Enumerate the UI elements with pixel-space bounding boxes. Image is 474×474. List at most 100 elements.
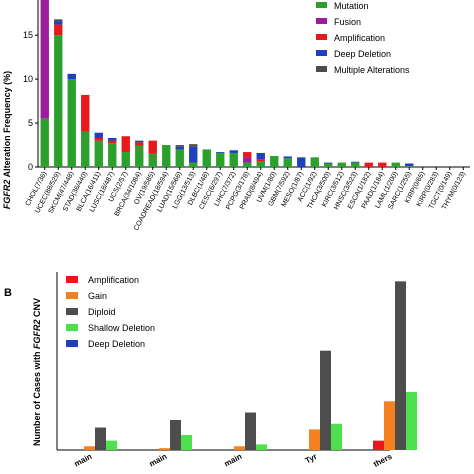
chart-a-y-axis-label: FGFR2 Alteration Frequency (%)	[2, 71, 12, 209]
chart-a-bar-segment	[297, 157, 306, 167]
chart-a-bar-segment	[405, 166, 414, 167]
chart-a-bar-segment	[202, 149, 211, 167]
chart-b-legend-label: Shallow Deletion	[88, 323, 155, 333]
chart-a-bar-segment	[175, 145, 184, 147]
chart-a-legend: Mutation Fusion Amplification Deep Deletion…	[316, 1, 410, 75]
chart-a-legend-label: Amplification	[334, 33, 385, 43]
chart-a-legend-swatch	[316, 50, 327, 56]
chart-b-legend: Amplification Gain Diploid Shallow Deletion…	[66, 275, 155, 349]
chart-b-bar	[106, 440, 117, 450]
chart-b-legend-swatch	[66, 292, 78, 299]
chart-a-bar-segment	[243, 157, 252, 163]
chart-a-bar-segment	[81, 94, 90, 132]
chart-a-bar-segment	[148, 140, 157, 154]
chart-a-bar-segment	[121, 152, 130, 167]
chart-b-y-axis-label-prefix: Number of Cases with	[32, 349, 42, 446]
chart-b-bar	[245, 412, 256, 450]
chart-b-y-axis-label-suffix: CNV	[32, 298, 42, 320]
chart-b-x-tick-label: thers	[372, 452, 394, 469]
chart-b-bar	[256, 444, 267, 450]
chart-b-legend-swatch	[66, 324, 78, 331]
chart-a-bar-segment	[216, 152, 225, 167]
chart-b-bar	[181, 435, 192, 450]
chart-b-bar	[234, 446, 245, 450]
chart-a-bar-segment	[94, 132, 103, 138]
panel-b-letter: B	[4, 287, 12, 299]
chart-b-x-tick-label: main	[223, 452, 244, 469]
chart-a-bar-segment	[351, 161, 360, 163]
chart-a-bar-segment	[54, 24, 63, 36]
chart-a-bar-segment	[175, 146, 184, 150]
chart-b-x-tick-labels: main main main Tyr thers	[73, 452, 394, 469]
chart-a-bar-segment	[40, 118, 49, 167]
chart-a-bar-segment	[94, 140, 103, 167]
chart-a-bars	[40, 0, 414, 167]
chart-a-bar-segment	[364, 162, 373, 167]
chart-b-legend-swatch	[66, 340, 78, 347]
chart-a-legend-swatch	[316, 66, 327, 72]
chart-b-bar	[373, 440, 384, 450]
chart-a-bar-segment	[256, 152, 265, 160]
chart-a-bar-segment	[337, 162, 346, 167]
chart-a-x-tick-labels: CHOL(7/36)UCEC(88/529)SKCM(47/448)STAD(3…	[25, 167, 467, 232]
chart-a-bar-segment	[135, 140, 144, 142]
chart-b-legend-swatch	[66, 276, 78, 283]
chart-a-bar-segment	[189, 144, 198, 147]
chart-a-bar-segment	[324, 163, 333, 167]
chart-a-bar-segment	[94, 137, 103, 141]
chart-a-legend-label: Multiple Alterations	[334, 65, 410, 75]
chart-a-bar-segment	[54, 21, 63, 25]
chart-a-bar-segment	[378, 162, 387, 167]
chart-a-bar-segment	[405, 163, 414, 167]
chart-a-y-tick-label: 10	[23, 74, 33, 84]
alteration-frequency-chart: 0 5 10 15 CHOL(7/36)UCEC(88/529)SKCM(47/448…	[2, 0, 470, 232]
cnv-cases-chart: B main main main Tyr thers Number of Cases w…	[4, 272, 417, 469]
chart-b-bar	[170, 420, 181, 450]
chart-a-bar-segment	[135, 141, 144, 143]
chart-b-legend-label: Deep Deletion	[88, 339, 145, 349]
chart-b-legend-label: Amplification	[88, 275, 139, 285]
chart-a-bar-segment	[324, 162, 333, 164]
chart-a-bar-segment	[351, 162, 360, 167]
chart-a-y-axis-label-rest: Alteration Frequency (%)	[2, 71, 12, 180]
chart-a-y-ticks: 0 5 10 15	[23, 30, 38, 172]
chart-b-bar	[395, 281, 406, 450]
chart-a-bar-segment	[175, 149, 184, 167]
chart-a-bar-segment	[135, 142, 144, 146]
chart-a-bar-segment	[81, 131, 90, 167]
chart-a-y-tick-label: 0	[28, 162, 33, 172]
chart-a-bar-segment	[54, 35, 63, 167]
chart-b-bar	[309, 429, 320, 450]
chart-a-bar-segment	[135, 145, 144, 167]
chart-b-bar	[331, 423, 342, 450]
chart-a-bar-segment	[189, 146, 198, 163]
chart-a-bar-segment	[67, 79, 76, 167]
chart-b-bar	[159, 448, 170, 450]
chart-a-legend-label: Mutation	[334, 1, 369, 11]
chart-a-legend-label: Fusion	[334, 17, 361, 27]
chart-a-legend-label: Deep Deletion	[334, 49, 391, 59]
chart-a-bar-segment	[256, 159, 265, 162]
chart-a-bar-segment	[40, 0, 49, 119]
chart-a-y-tick-label: 5	[28, 118, 33, 128]
chart-a-bar-segment	[148, 153, 157, 167]
chart-b-x-tick-label: main	[73, 452, 94, 469]
chart-a-bar-segment	[216, 152, 225, 153]
chart-b-legend-label: Diploid	[88, 307, 116, 317]
chart-a-bar-segment	[54, 19, 63, 22]
chart-b-y-axis-label-gene: FGFR2	[32, 319, 42, 349]
chart-a-bar-segment	[243, 162, 252, 167]
chart-a-bar-segment	[67, 73, 76, 80]
chart-b-bars	[84, 281, 417, 450]
chart-a-bar-segment	[121, 136, 130, 153]
chart-b-bar	[95, 427, 106, 450]
chart-b-bar	[84, 446, 95, 450]
chart-b-x-tick-label: Tyr	[304, 452, 319, 466]
chart-a-bar-segment	[229, 152, 238, 167]
chart-b-bar	[384, 401, 395, 450]
chart-a-bar-segment	[108, 140, 117, 144]
chart-a-bar-segment	[108, 137, 117, 141]
chart-b-bar	[406, 391, 417, 450]
chart-b-x-tick-label: main	[148, 452, 169, 469]
